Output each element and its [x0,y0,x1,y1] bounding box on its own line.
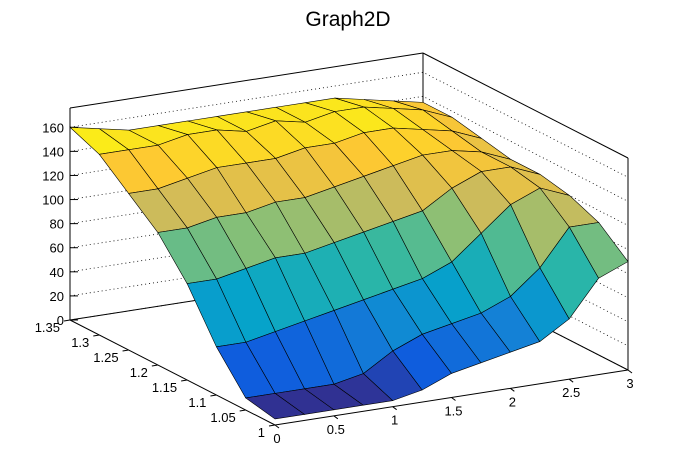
z-tick-label: 140 [42,144,64,159]
x-tick [510,387,515,392]
y-tick-label: 1.15 [152,380,177,395]
y-tick [93,334,100,337]
y-tick-label: 1.05 [210,410,235,425]
x-tick-label: 1.5 [444,404,462,419]
y-tick-label: 1 [258,425,265,440]
y-axis [69,319,276,426]
x-tick [333,415,339,420]
y-tick [239,409,246,412]
x-tick [627,369,633,374]
z-tick-label: 60 [50,241,64,256]
y-tick-label: 1.25 [93,350,118,365]
y-tick [181,379,188,382]
z-tick-label: 120 [42,168,64,183]
y-tick-label: 1.3 [71,335,89,350]
x-tick [568,378,574,383]
z-tick-label: 80 [50,217,64,232]
x-tick-label: 0.5 [327,422,345,437]
x-tick [274,424,280,429]
y-tick [151,364,158,367]
x-tick-label: 3 [626,376,633,391]
box-edge [422,52,629,159]
z-tick-label: 20 [50,289,64,304]
z-tick-label: 0 [57,313,64,328]
y-tick [63,319,71,322]
x-tick [392,406,397,411]
x-tick-label: 2 [509,394,516,409]
x-tick-label: 2.5 [562,385,580,400]
x-tick-label: 0 [273,431,280,446]
y-tick-label: 1.35 [35,320,60,335]
chart-title: Graph2D [305,8,390,31]
y-tick-label: 1.2 [130,365,148,380]
surface-cell [244,393,306,420]
z-tick-label: 40 [50,265,64,280]
z-tick-label: 100 [42,193,64,208]
z-tick-label: 160 [42,120,64,135]
y-tick [210,394,217,397]
y-tick [122,349,129,352]
y-tick [268,424,276,427]
x-tick-label: 1 [391,413,398,428]
x-tick [451,397,456,401]
y-tick-label: 1.1 [188,395,206,410]
box-edge [69,52,424,109]
